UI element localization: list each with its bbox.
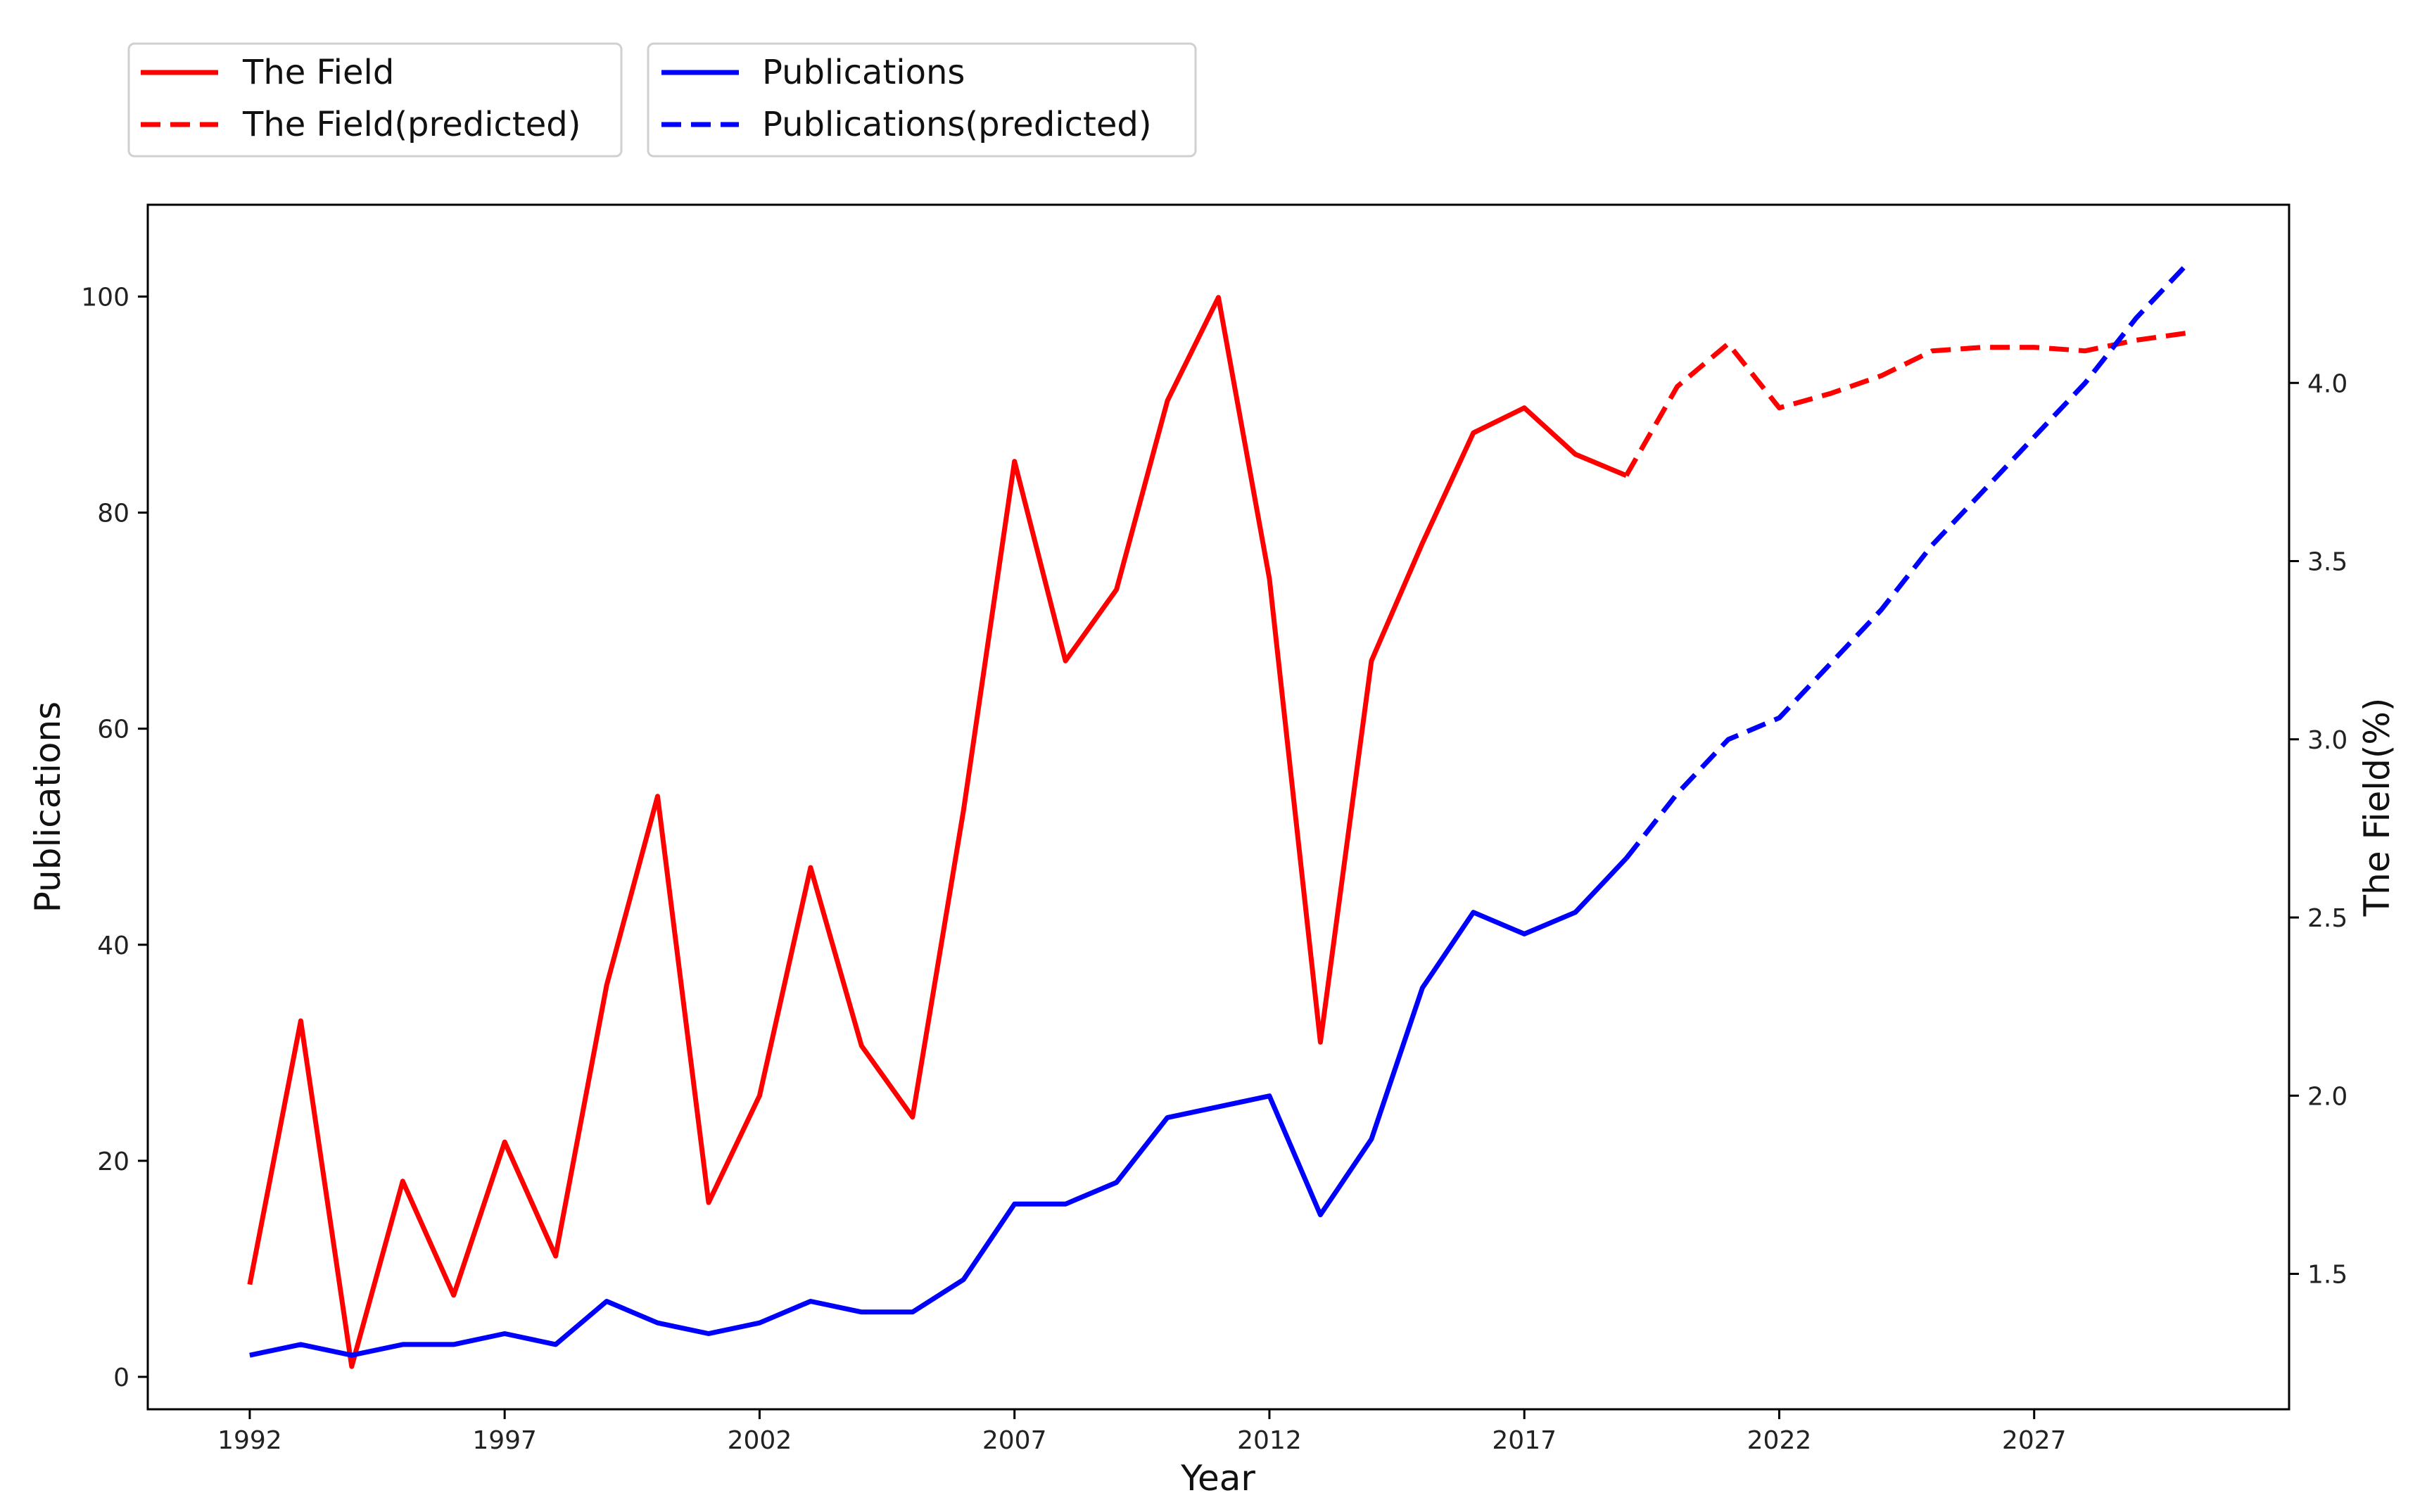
- x-tick-label: 2017: [1492, 1426, 1557, 1455]
- legend-box-publications: [647, 42, 1197, 158]
- x-tick-label: 2027: [2002, 1426, 2067, 1455]
- x-axis-ticks: 1992 1997 2002 2007 2012 2017 2022 2027: [217, 1409, 2067, 1455]
- legend-box-field: [127, 42, 623, 158]
- left-y-tick-label: 100: [81, 284, 129, 312]
- left-y-tick-label: 80: [97, 500, 129, 528]
- series-line-publications-predicted: [1624, 262, 2189, 860]
- right-y-tick-label: 3.5: [2307, 548, 2347, 577]
- right-y-tick-label: 4.0: [2307, 369, 2347, 398]
- series-layer: [247, 262, 2189, 1369]
- left-y-tick-label: 0: [113, 1364, 129, 1392]
- legend-group-publications: Publications Publications(predicted): [647, 42, 1197, 158]
- right-y-tick-label: 1.5: [2307, 1261, 2347, 1290]
- right-y-tick-label: 3.0: [2307, 726, 2347, 755]
- right-y-axis-ticks: 1.5 2.0 2.5 3.0 3.5 4.0: [2289, 369, 2347, 1290]
- legend-label-publications: Publications: [762, 53, 965, 92]
- x-tick-label: 2012: [1237, 1426, 1302, 1455]
- series-line-the-field-predicted: [1624, 330, 2188, 477]
- right-y-tick-label: 2.0: [2307, 1082, 2347, 1111]
- legend-label-field: The Field: [242, 53, 394, 92]
- legend-group-field: The Field The Field(predicted): [127, 42, 623, 158]
- left-y-tick-label: 20: [97, 1148, 129, 1176]
- left-y-axis-title: Publications: [27, 701, 68, 913]
- right-y-tick-label: 2.5: [2307, 904, 2347, 933]
- legend-label-publications-predicted: Publications(predicted): [762, 105, 1152, 144]
- series-line-publications: [249, 856, 1628, 1358]
- x-tick-label: 1992: [217, 1426, 282, 1455]
- left-y-axis-ticks: 0 20 40 60 80 100: [81, 284, 148, 1392]
- plot-area-frame: [146, 203, 2290, 1411]
- left-y-tick-label: 40: [97, 932, 129, 960]
- x-tick-label: 2007: [982, 1426, 1047, 1455]
- right-y-axis-title: The Field(%): [2357, 698, 2397, 917]
- series-line-the-field: [247, 295, 1628, 1369]
- x-tick-label: 1997: [472, 1426, 537, 1455]
- left-y-tick-label: 60: [97, 716, 129, 744]
- legend-label-field-predicted: The Field(predicted): [242, 105, 581, 144]
- x-tick-label: 2022: [1747, 1426, 1812, 1455]
- x-tick-label: 2002: [728, 1426, 792, 1455]
- x-axis-title: Year: [1180, 1458, 1255, 1499]
